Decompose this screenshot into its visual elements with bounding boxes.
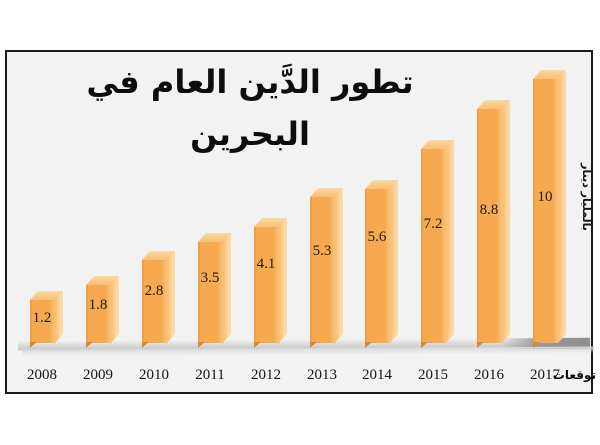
bar-base-wedge xyxy=(30,342,37,348)
bar-base-wedge xyxy=(142,342,149,348)
x-axis-label: 2010 xyxy=(139,367,169,383)
chart-title: تطور الدَّين العام في البحرين xyxy=(86,63,414,153)
bar-value-label: 8.8 xyxy=(479,202,499,218)
bar-value-label: 4.1 xyxy=(256,256,276,272)
bar xyxy=(30,300,55,343)
bar xyxy=(421,149,446,343)
bar-base-wedge xyxy=(254,342,261,348)
bar-side-face xyxy=(558,69,566,343)
bar-side-face xyxy=(446,139,454,343)
bar-value-label: 7.2 xyxy=(423,215,443,232)
forecast-note-label: توقعات xyxy=(552,368,596,382)
bar xyxy=(310,197,335,343)
bar-value-label: 2.8 xyxy=(144,283,164,299)
bar xyxy=(254,227,279,343)
bar-value-label: 5.6 xyxy=(367,229,387,245)
bar xyxy=(365,189,390,343)
bar-value-label: 5.3 xyxy=(312,242,332,259)
x-axis-label: 2014 xyxy=(362,367,392,383)
bar-side-face xyxy=(390,179,398,343)
bar-value-label: 3.5 xyxy=(200,269,220,286)
x-axis-label: 2013 xyxy=(307,367,337,383)
bar xyxy=(477,109,502,343)
bar-base-wedge xyxy=(477,342,484,348)
bar xyxy=(198,242,223,343)
bar-base-wedge xyxy=(533,342,540,348)
y-axis-caption: بالمليار دينار xyxy=(580,163,593,231)
x-axis-label: 2016 xyxy=(474,367,504,383)
bar-side-face xyxy=(502,99,510,343)
bar-value-label: 1.8 xyxy=(88,296,108,313)
bar-base-wedge xyxy=(86,342,93,348)
bar xyxy=(86,285,111,343)
x-axis-label: 2011 xyxy=(195,367,225,383)
x-axis-label: 2009 xyxy=(83,367,113,383)
bar-side-face xyxy=(223,232,231,343)
bar-side-face xyxy=(279,217,287,343)
bar-value-label: 10 xyxy=(537,188,553,205)
x-axis-label: 2012 xyxy=(251,367,281,383)
x-axis-label: 2008 xyxy=(27,367,57,383)
bar xyxy=(533,79,558,343)
bar-base-wedge xyxy=(310,342,317,348)
bar-base-wedge xyxy=(365,342,372,348)
bar-base-wedge xyxy=(198,342,205,348)
x-axis-label: 2017 xyxy=(530,367,560,383)
bar-value-label: 1.2 xyxy=(32,310,52,326)
x-axis-label: 2015 xyxy=(418,367,448,383)
bar-side-face xyxy=(335,187,343,343)
bar xyxy=(142,260,167,343)
bar-base-wedge xyxy=(421,342,428,348)
